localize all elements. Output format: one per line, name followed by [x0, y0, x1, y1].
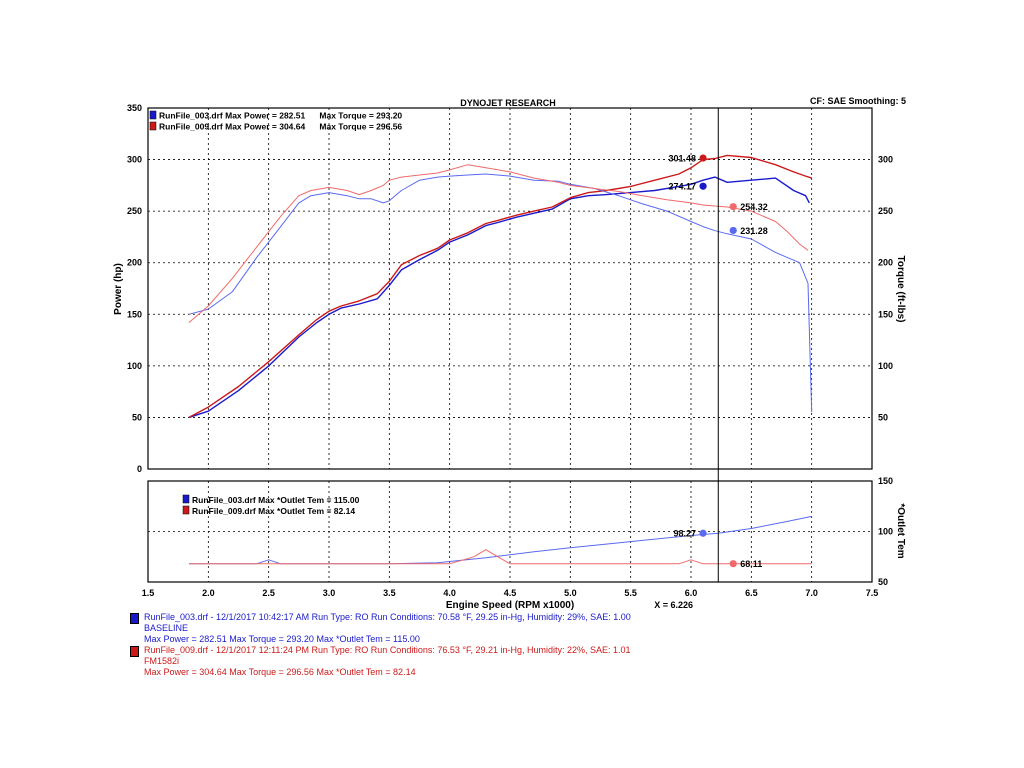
y-tick-label-outlet-temp: 50: [878, 577, 888, 587]
y-axis-label-outlet-temp: *Outlet Tem: [895, 503, 906, 558]
y-tick-label-outlet-temp: 150: [878, 476, 893, 486]
y-tick-label-torque: 250: [878, 206, 893, 216]
x-tick-label: 5.0: [564, 588, 577, 598]
legend-lower: RunFile_003.drf Max *Outlet Tem = 115.00…: [182, 494, 360, 516]
x-tick-label: 3.0: [323, 588, 336, 598]
run1-conditions-text: RunFile_003.drf - 12/1/2017 10:42:17 AM …: [144, 612, 631, 622]
x-tick-label: 6.0: [685, 588, 698, 598]
run2-color-swatch: [130, 646, 139, 657]
x-tick-label: 4.0: [443, 588, 456, 598]
x-tick-label: 2.5: [262, 588, 275, 598]
y-tick-label-power: 350: [127, 103, 142, 113]
run1-max-values: Max Power = 282.51 Max Torque = 293.20 M…: [144, 634, 420, 644]
legend-lower-run2: RunFile_009.drf Max *Outlet Tem = 82.14: [192, 506, 355, 516]
marker-label: 301.48: [669, 154, 697, 164]
annotation-layer: 301.48 274.17 254.32 231.28 98.27 68.11: [669, 154, 768, 570]
x-tick-label: 3.5: [383, 588, 396, 598]
y-tick-label-torque: 300: [878, 155, 893, 165]
series-line: [188, 176, 810, 419]
legend-main-run1: RunFile_003.drf Max Power = 282.51 Max T…: [159, 111, 402, 121]
marker-label: 274.17: [669, 182, 697, 192]
marker-dot: [729, 203, 737, 211]
cursor-readout: X = 6.226: [654, 600, 693, 610]
legend-main: RunFile_003.drf Max Power = 282.51 Max T…: [149, 110, 402, 132]
series-layer: [188, 154, 813, 565]
legend-main-run2: RunFile_009.drf Max Power = 304.64 Max T…: [159, 122, 402, 132]
run2-max-values: Max Power = 304.64 Max Torque = 296.56 M…: [144, 667, 416, 677]
run2-conditions-text: RunFile_009.drf - 12/1/2017 12:11:24 PM …: [144, 645, 631, 655]
y-tick-label-power: 250: [127, 206, 142, 216]
x-tick-label: 1.5: [142, 588, 155, 598]
y-tick-label-power: 50: [132, 412, 142, 422]
marker-label: 254.32: [740, 202, 768, 212]
run1-color-swatch: [130, 613, 139, 624]
series-line: [189, 549, 812, 565]
y-axis-label-torque: Torque (ft-lbs): [895, 255, 906, 322]
y-tick-label-power: 300: [127, 155, 142, 165]
series-line: [188, 154, 812, 419]
y-axis-label-power: Power (hp): [113, 263, 124, 315]
run2-description: FM1582i: [144, 656, 180, 666]
y-tick-label-outlet-temp: 100: [878, 527, 893, 537]
y-tick-label-power: 200: [127, 258, 142, 268]
marker-dot: [729, 560, 737, 568]
legend-lower-swatch-run2: [182, 505, 190, 515]
cf-smoothing-label: CF: SAE Smoothing: 5: [810, 96, 906, 106]
legend-swatch-run2: [149, 121, 157, 131]
y-tick-label-torque: 50: [878, 412, 888, 422]
series-line: [188, 173, 813, 413]
y-tick-label-torque: 200: [878, 258, 893, 268]
y-tick-label-torque: 150: [878, 309, 893, 319]
x-tick-label: 7.5: [866, 588, 879, 598]
series-line: [188, 164, 809, 323]
legend-swatch-run1: [149, 110, 157, 120]
x-tick-label: 4.5: [504, 588, 517, 598]
axis-tick-labels: 1.5 2.0 2.5 3.0 3.5 4.0 4.5 5.0 5.5 6.0 6.5 7.0 7.5 0…: [127, 103, 893, 598]
run1-description: BASELINE: [144, 623, 189, 633]
main-grid: [148, 108, 872, 469]
run-info-run1-line1: RunFile_003.drf - 12/1/2017 10:42:17 AM …: [130, 612, 690, 624]
marker-dot: [699, 182, 707, 190]
y-tick-label-power: 0: [137, 464, 142, 474]
run-info-run2: RunFile_009.drf - 12/1/2017 12:11:24 PM …: [130, 645, 690, 678]
y-tick-label-torque: 100: [878, 361, 893, 371]
chart-title: DYNOJET RESEARCH: [460, 98, 556, 108]
marker-label: 231.28: [740, 226, 768, 236]
marker-label: 68.11: [740, 559, 762, 569]
x-tick-label: 5.5: [624, 588, 637, 598]
run-info-run1: RunFile_003.drf - 12/1/2017 10:42:17 AM …: [130, 612, 690, 645]
x-tick-label: 7.0: [805, 588, 818, 598]
x-axis-label: Engine Speed (RPM x1000): [446, 600, 574, 611]
series-line: [189, 515, 812, 565]
x-tick-label: 6.5: [745, 588, 758, 598]
marker-dot: [699, 154, 707, 162]
x-tick-label: 2.0: [202, 588, 215, 598]
marker-label: 98.27: [674, 529, 697, 539]
legend-lower-swatch-run1: [182, 494, 190, 504]
marker-dot: [729, 226, 737, 235]
lower-grid: [148, 481, 872, 582]
y-tick-label-power: 150: [127, 309, 142, 319]
legend-lower-run1: RunFile_003.drf Max *Outlet Tem = 115.00: [192, 495, 360, 505]
marker-dot: [699, 529, 707, 537]
y-tick-label-power: 100: [127, 361, 142, 371]
run-info-run2-line1: RunFile_009.drf - 12/1/2017 12:11:24 PM …: [130, 645, 690, 657]
